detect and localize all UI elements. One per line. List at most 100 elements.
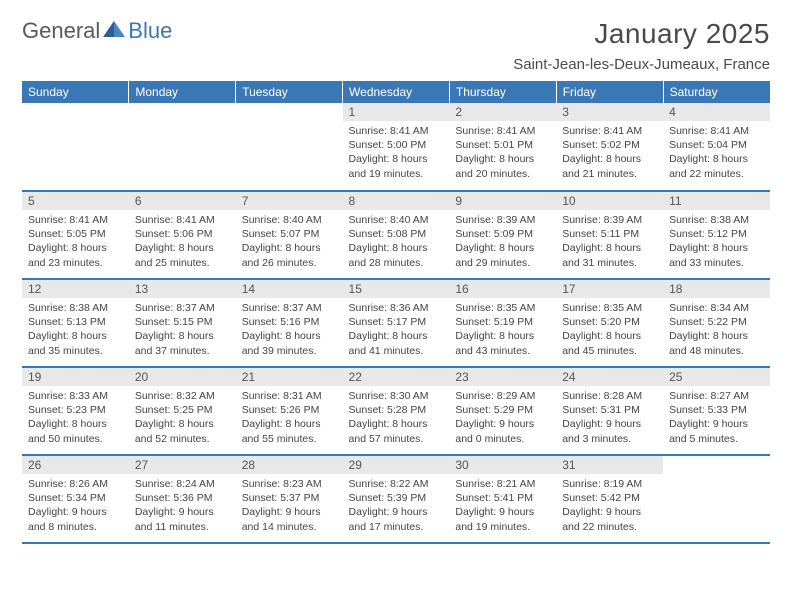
calendar-cell: 26Sunrise: 8:26 AMSunset: 5:34 PMDayligh…	[22, 455, 129, 543]
calendar-body: 1Sunrise: 8:41 AMSunset: 5:00 PMDaylight…	[22, 103, 770, 543]
day-number: 2	[449, 103, 556, 121]
calendar-cell: 31Sunrise: 8:19 AMSunset: 5:42 PMDayligh…	[556, 455, 663, 543]
calendar-cell: 14Sunrise: 8:37 AMSunset: 5:16 PMDayligh…	[236, 279, 343, 367]
day-number: 7	[236, 192, 343, 210]
day-details: Sunrise: 8:19 AMSunset: 5:42 PMDaylight:…	[556, 474, 663, 537]
day-number: 24	[556, 368, 663, 386]
day-number: 30	[449, 456, 556, 474]
day-number: 3	[556, 103, 663, 121]
day-details: Sunrise: 8:36 AMSunset: 5:17 PMDaylight:…	[343, 298, 450, 361]
day-number: 1	[343, 103, 450, 121]
title-block: January 2025 Saint-Jean-les-Deux-Jumeaux…	[513, 18, 770, 73]
day-number: 19	[22, 368, 129, 386]
day-number: 15	[343, 280, 450, 298]
day-details: Sunrise: 8:37 AMSunset: 5:16 PMDaylight:…	[236, 298, 343, 361]
day-number: 5	[22, 192, 129, 210]
day-details: Sunrise: 8:24 AMSunset: 5:36 PMDaylight:…	[129, 474, 236, 537]
day-details: Sunrise: 8:23 AMSunset: 5:37 PMDaylight:…	[236, 474, 343, 537]
calendar-cell: 30Sunrise: 8:21 AMSunset: 5:41 PMDayligh…	[449, 455, 556, 543]
logo-text-blue: Blue	[128, 18, 172, 44]
location-text: Saint-Jean-les-Deux-Jumeaux, France	[513, 56, 770, 73]
day-details: Sunrise: 8:21 AMSunset: 5:41 PMDaylight:…	[449, 474, 556, 537]
day-details: Sunrise: 8:35 AMSunset: 5:19 PMDaylight:…	[449, 298, 556, 361]
calendar-cell: 22Sunrise: 8:30 AMSunset: 5:28 PMDayligh…	[343, 367, 450, 455]
calendar-week-row: 26Sunrise: 8:26 AMSunset: 5:34 PMDayligh…	[22, 455, 770, 543]
day-number: 31	[556, 456, 663, 474]
day-number: 26	[22, 456, 129, 474]
calendar-cell: 19Sunrise: 8:33 AMSunset: 5:23 PMDayligh…	[22, 367, 129, 455]
day-details: Sunrise: 8:35 AMSunset: 5:20 PMDaylight:…	[556, 298, 663, 361]
calendar-cell: 27Sunrise: 8:24 AMSunset: 5:36 PMDayligh…	[129, 455, 236, 543]
day-number: 14	[236, 280, 343, 298]
header: General Blue January 2025 Saint-Jean-les…	[22, 18, 770, 73]
weekday-header: Saturday	[663, 81, 770, 103]
day-number: 22	[343, 368, 450, 386]
calendar-cell: 13Sunrise: 8:37 AMSunset: 5:15 PMDayligh…	[129, 279, 236, 367]
calendar-cell: 18Sunrise: 8:34 AMSunset: 5:22 PMDayligh…	[663, 279, 770, 367]
calendar-cell: 8Sunrise: 8:40 AMSunset: 5:08 PMDaylight…	[343, 191, 450, 279]
day-number: 8	[343, 192, 450, 210]
calendar-week-row: 12Sunrise: 8:38 AMSunset: 5:13 PMDayligh…	[22, 279, 770, 367]
logo: General Blue	[22, 18, 172, 44]
day-number: 29	[343, 456, 450, 474]
calendar-cell: 17Sunrise: 8:35 AMSunset: 5:20 PMDayligh…	[556, 279, 663, 367]
weekday-header: Wednesday	[343, 81, 450, 103]
calendar-cell: 21Sunrise: 8:31 AMSunset: 5:26 PMDayligh…	[236, 367, 343, 455]
day-details: Sunrise: 8:41 AMSunset: 5:06 PMDaylight:…	[129, 210, 236, 273]
calendar-table: SundayMondayTuesdayWednesdayThursdayFrid…	[22, 81, 770, 544]
calendar-cell	[129, 103, 236, 191]
day-details: Sunrise: 8:41 AMSunset: 5:01 PMDaylight:…	[449, 121, 556, 184]
day-details: Sunrise: 8:41 AMSunset: 5:04 PMDaylight:…	[663, 121, 770, 184]
calendar-cell: 11Sunrise: 8:38 AMSunset: 5:12 PMDayligh…	[663, 191, 770, 279]
day-number: 4	[663, 103, 770, 121]
day-details: Sunrise: 8:31 AMSunset: 5:26 PMDaylight:…	[236, 386, 343, 449]
calendar-cell: 16Sunrise: 8:35 AMSunset: 5:19 PMDayligh…	[449, 279, 556, 367]
day-details: Sunrise: 8:34 AMSunset: 5:22 PMDaylight:…	[663, 298, 770, 361]
day-details: Sunrise: 8:37 AMSunset: 5:15 PMDaylight:…	[129, 298, 236, 361]
day-details: Sunrise: 8:38 AMSunset: 5:12 PMDaylight:…	[663, 210, 770, 273]
month-title: January 2025	[513, 18, 770, 50]
logo-text-general: General	[22, 18, 100, 44]
day-number: 25	[663, 368, 770, 386]
calendar-cell: 3Sunrise: 8:41 AMSunset: 5:02 PMDaylight…	[556, 103, 663, 191]
calendar-week-row: 1Sunrise: 8:41 AMSunset: 5:00 PMDaylight…	[22, 103, 770, 191]
calendar-cell: 5Sunrise: 8:41 AMSunset: 5:05 PMDaylight…	[22, 191, 129, 279]
calendar-cell: 6Sunrise: 8:41 AMSunset: 5:06 PMDaylight…	[129, 191, 236, 279]
calendar-cell: 12Sunrise: 8:38 AMSunset: 5:13 PMDayligh…	[22, 279, 129, 367]
day-number: 6	[129, 192, 236, 210]
calendar-cell: 23Sunrise: 8:29 AMSunset: 5:29 PMDayligh…	[449, 367, 556, 455]
weekday-header: Sunday	[22, 81, 129, 103]
day-details: Sunrise: 8:41 AMSunset: 5:02 PMDaylight:…	[556, 121, 663, 184]
weekday-header-row: SundayMondayTuesdayWednesdayThursdayFrid…	[22, 81, 770, 103]
calendar-cell: 9Sunrise: 8:39 AMSunset: 5:09 PMDaylight…	[449, 191, 556, 279]
calendar-cell: 24Sunrise: 8:28 AMSunset: 5:31 PMDayligh…	[556, 367, 663, 455]
calendar-week-row: 19Sunrise: 8:33 AMSunset: 5:23 PMDayligh…	[22, 367, 770, 455]
day-details: Sunrise: 8:29 AMSunset: 5:29 PMDaylight:…	[449, 386, 556, 449]
logo-mark-icon	[103, 20, 125, 43]
day-number: 20	[129, 368, 236, 386]
day-details: Sunrise: 8:40 AMSunset: 5:07 PMDaylight:…	[236, 210, 343, 273]
calendar-cell: 28Sunrise: 8:23 AMSunset: 5:37 PMDayligh…	[236, 455, 343, 543]
calendar-cell	[663, 455, 770, 543]
calendar-cell: 15Sunrise: 8:36 AMSunset: 5:17 PMDayligh…	[343, 279, 450, 367]
day-details: Sunrise: 8:28 AMSunset: 5:31 PMDaylight:…	[556, 386, 663, 449]
day-number: 10	[556, 192, 663, 210]
day-details: Sunrise: 8:41 AMSunset: 5:05 PMDaylight:…	[22, 210, 129, 273]
day-details: Sunrise: 8:30 AMSunset: 5:28 PMDaylight:…	[343, 386, 450, 449]
calendar-cell: 1Sunrise: 8:41 AMSunset: 5:00 PMDaylight…	[343, 103, 450, 191]
day-details: Sunrise: 8:38 AMSunset: 5:13 PMDaylight:…	[22, 298, 129, 361]
day-number: 18	[663, 280, 770, 298]
day-details: Sunrise: 8:26 AMSunset: 5:34 PMDaylight:…	[22, 474, 129, 537]
calendar-cell: 25Sunrise: 8:27 AMSunset: 5:33 PMDayligh…	[663, 367, 770, 455]
day-details: Sunrise: 8:39 AMSunset: 5:11 PMDaylight:…	[556, 210, 663, 273]
weekday-header: Monday	[129, 81, 236, 103]
day-details: Sunrise: 8:41 AMSunset: 5:00 PMDaylight:…	[343, 121, 450, 184]
day-number: 21	[236, 368, 343, 386]
day-details: Sunrise: 8:27 AMSunset: 5:33 PMDaylight:…	[663, 386, 770, 449]
weekday-header: Tuesday	[236, 81, 343, 103]
calendar-cell: 10Sunrise: 8:39 AMSunset: 5:11 PMDayligh…	[556, 191, 663, 279]
day-number: 9	[449, 192, 556, 210]
day-details: Sunrise: 8:32 AMSunset: 5:25 PMDaylight:…	[129, 386, 236, 449]
calendar-cell: 29Sunrise: 8:22 AMSunset: 5:39 PMDayligh…	[343, 455, 450, 543]
calendar-cell: 2Sunrise: 8:41 AMSunset: 5:01 PMDaylight…	[449, 103, 556, 191]
